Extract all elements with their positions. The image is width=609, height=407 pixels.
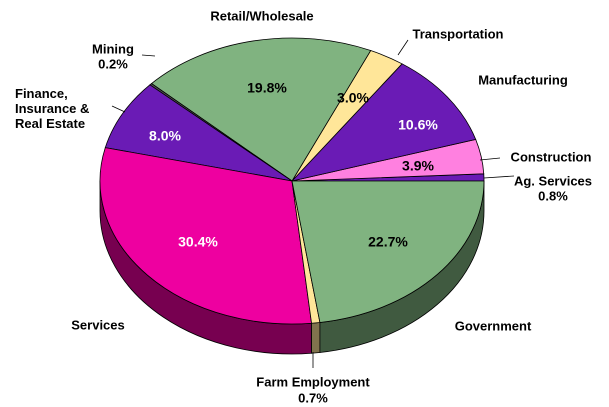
value-label: 8.0% xyxy=(149,127,181,144)
leader-line xyxy=(111,105,126,113)
value-label: 19.8% xyxy=(247,79,287,96)
leader-line xyxy=(483,175,515,179)
slice-label: Mining xyxy=(92,41,134,57)
leader-line xyxy=(479,157,501,161)
slice xyxy=(104,84,293,182)
slice-label: Ag. Services xyxy=(513,173,593,189)
slice xyxy=(99,147,313,325)
slice-label: Manufacturing xyxy=(478,72,568,88)
slice-label: Services xyxy=(71,317,125,333)
value-label: 3.0% xyxy=(337,89,369,106)
slice-label: Retail/Wholesale xyxy=(210,8,314,24)
value-label: 30.4% xyxy=(178,233,218,250)
slice-label: Construction xyxy=(510,149,592,165)
slice-label: Government xyxy=(454,318,532,334)
slice-side xyxy=(311,322,321,354)
value-label: 0.2% xyxy=(98,56,128,72)
value-label: 3.9% xyxy=(402,157,434,174)
value-label: 10.6% xyxy=(398,116,438,133)
value-label: 22.7% xyxy=(368,233,408,250)
leader-line xyxy=(397,39,409,56)
slice xyxy=(290,63,477,182)
slice-label: Farm Employment xyxy=(256,374,370,390)
leader-line xyxy=(141,54,156,57)
slice xyxy=(291,180,485,323)
value-label: 0.8% xyxy=(538,188,568,204)
slice xyxy=(150,37,372,182)
slice-label: Transportation xyxy=(412,26,504,42)
slice-label: Finance, Insurance & Real Estate xyxy=(15,86,90,131)
value-label: 0.7% xyxy=(298,390,328,406)
